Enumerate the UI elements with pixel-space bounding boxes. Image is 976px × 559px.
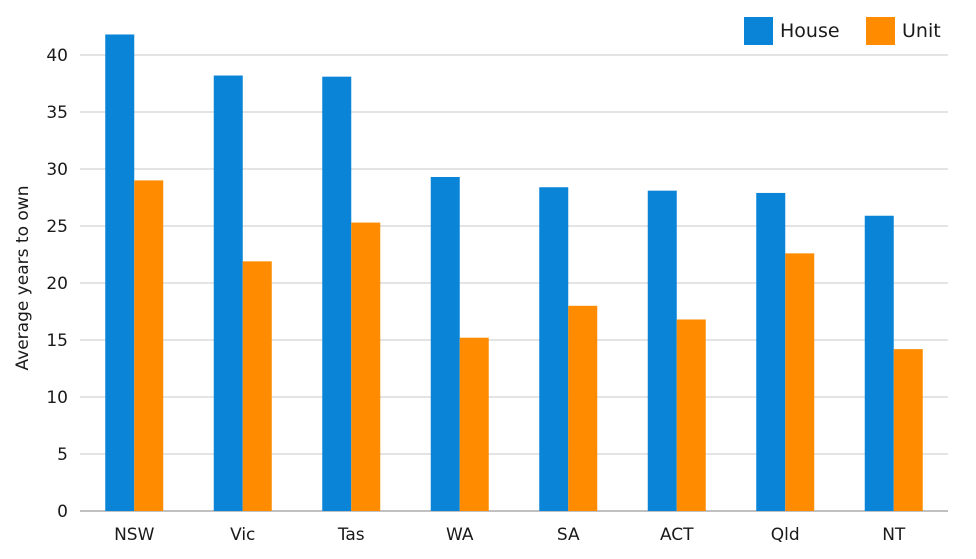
y-tick-label-0: 0: [57, 502, 68, 522]
legend-swatch-unit: [866, 17, 895, 45]
bar-unit-act: [676, 319, 706, 511]
y-tick-label-10: 10: [46, 388, 68, 408]
x-tick-label-vic: Vic: [230, 525, 255, 545]
bar-house-sa: [539, 187, 569, 512]
bar-house-nsw: [105, 34, 135, 511]
y-axis-title: Average years to own: [13, 186, 33, 371]
x-tick-label-wa: WA: [446, 525, 474, 545]
legend-label-unit: Unit: [902, 20, 941, 42]
bar-house-wa: [430, 176, 460, 512]
bar-house-vic: [213, 75, 243, 512]
bar-house-act: [647, 190, 677, 511]
bar-unit-tas: [351, 222, 381, 511]
y-tick-label-15: 15: [46, 331, 68, 351]
y-tick-label-25: 25: [46, 217, 68, 237]
x-axis-ticks: NSW Vic Tas WA SA ACT Qld NT: [114, 525, 906, 545]
x-tick-label-nsw: NSW: [114, 525, 155, 545]
legend-label-house: House: [780, 20, 840, 42]
x-tick-label-act: ACT: [660, 525, 694, 545]
y-axis-ticks: 0 5 10 15 20 25 30 35 40: [46, 46, 68, 522]
x-tick-label-sa: SA: [557, 525, 580, 545]
y-tick-label-35: 35: [46, 103, 68, 123]
x-tick-label-qld: Qld: [771, 525, 800, 545]
bars: [105, 34, 923, 512]
y-tick-label-20: 20: [46, 274, 68, 294]
legend-swatch-house: [744, 17, 773, 45]
x-tick-label-nt: NT: [882, 525, 906, 545]
bar-house-tas: [322, 76, 352, 511]
bar-unit-qld: [785, 253, 815, 512]
y-tick-label-5: 5: [57, 445, 68, 465]
bar-unit-nsw: [134, 180, 164, 511]
x-tick-label-tas: Tas: [337, 525, 365, 545]
legend: House Unit: [744, 17, 941, 45]
bar-unit-nt: [893, 349, 923, 511]
bar-house-qld: [756, 192, 786, 511]
bar-house-nt: [864, 215, 894, 512]
bar-unit-sa: [568, 305, 598, 511]
y-tick-label-30: 30: [46, 160, 68, 180]
y-tick-label-40: 40: [46, 46, 68, 66]
gridlines: [80, 54, 948, 512]
bar-unit-vic: [242, 261, 272, 511]
bar-unit-wa: [459, 337, 489, 511]
